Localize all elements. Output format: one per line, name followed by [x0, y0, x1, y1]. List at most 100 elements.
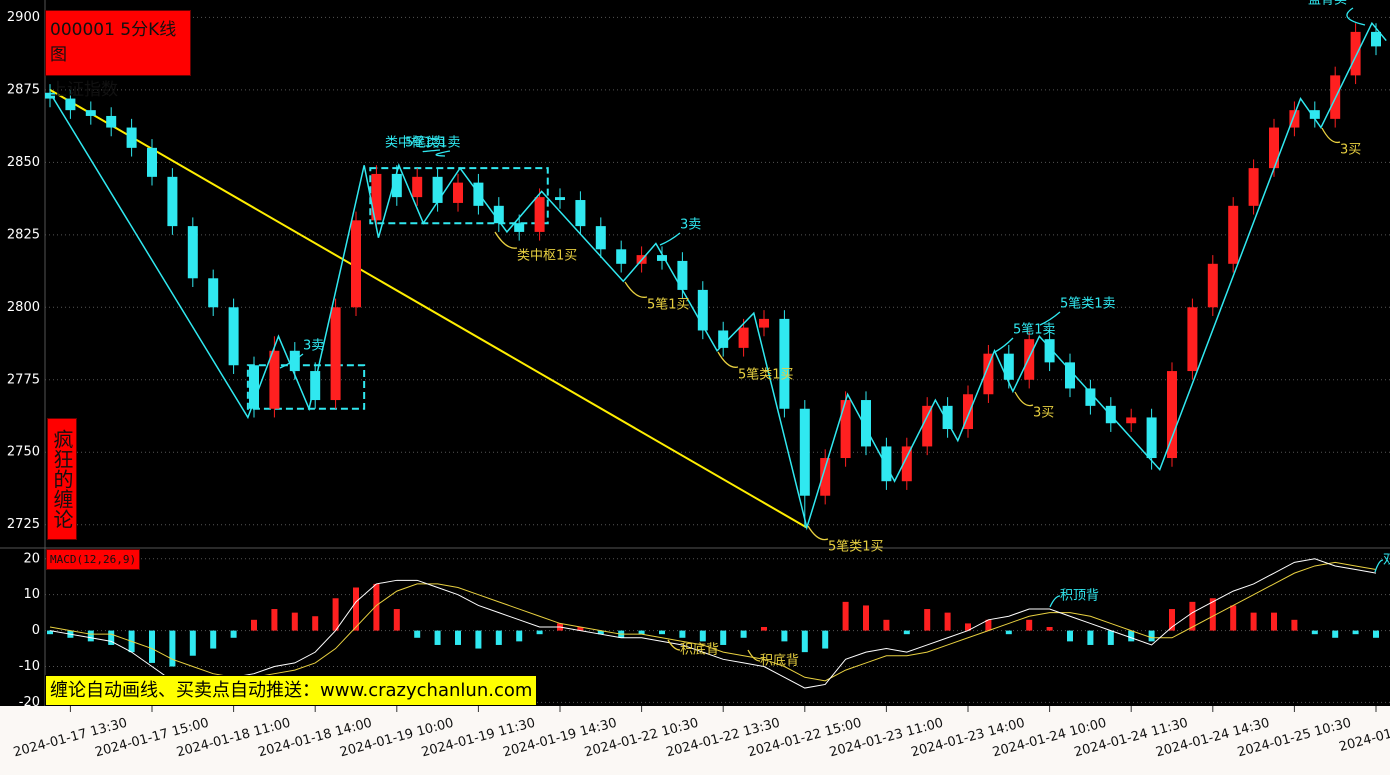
y-tick-label: 2725 — [7, 517, 40, 532]
macd-bar — [965, 623, 971, 631]
candle-body — [1350, 31, 1361, 76]
macd-bar — [740, 630, 747, 638]
y-tick-label: 0 — [32, 623, 40, 638]
candle-body — [657, 255, 667, 261]
candle-body — [840, 400, 851, 459]
candle-body — [187, 226, 198, 279]
macd-bar — [495, 630, 502, 645]
annotation-arrow — [807, 525, 829, 541]
candle-body — [595, 226, 606, 250]
macd-bar — [761, 627, 767, 631]
dea-line — [49, 561, 1377, 682]
macd-bar — [842, 601, 849, 631]
macd-bar — [863, 605, 869, 631]
annotation: 盘背卖 — [1308, 0, 1347, 8]
macd-bar — [516, 630, 523, 642]
annotation-arrow — [1039, 311, 1061, 326]
candle-body — [126, 127, 137, 148]
y-tick-label: -10 — [19, 659, 40, 674]
y-tick-label: 2900 — [7, 10, 40, 25]
candle-body — [45, 92, 55, 99]
candle-body — [269, 350, 280, 409]
macd-bar — [699, 630, 706, 642]
macd-bar — [108, 630, 115, 645]
macd-bar — [210, 630, 217, 649]
macd-bar — [801, 630, 808, 653]
candle-body — [738, 327, 749, 348]
macd-bar — [189, 630, 196, 656]
macd-bar — [414, 630, 421, 638]
annotation: 积底背 — [680, 642, 719, 658]
candle-body — [249, 365, 259, 409]
macd-bar — [1291, 619, 1298, 631]
y-tick-label: 2875 — [7, 82, 40, 97]
candle-body — [1003, 353, 1014, 380]
macd-bar — [271, 609, 278, 631]
macd-bar — [1209, 598, 1216, 631]
candle-body — [1371, 31, 1381, 47]
candle-body — [718, 330, 729, 348]
macd-bar — [475, 630, 482, 649]
y-tick-label: 2850 — [7, 155, 40, 170]
macd-bar — [1352, 630, 1359, 635]
macd-bar — [1250, 612, 1257, 631]
candle-body — [514, 223, 525, 232]
candle-body — [493, 205, 504, 224]
annotation: 5笔1卖 — [1013, 322, 1056, 338]
macd-bar — [47, 630, 53, 635]
candle-body — [1085, 388, 1096, 406]
pivot-box — [369, 167, 549, 225]
candle-body — [208, 278, 219, 308]
candle-body — [85, 110, 96, 116]
candle-body — [453, 182, 463, 203]
candle-body — [1167, 371, 1177, 459]
candle-body — [983, 353, 994, 395]
annotation-arrow — [1346, 7, 1366, 26]
candle-body — [65, 98, 76, 111]
candle-body — [534, 197, 545, 232]
macd-bar — [230, 630, 237, 638]
candle-body — [881, 446, 892, 482]
macd-bar — [1107, 630, 1114, 645]
annotation-arrow — [422, 149, 441, 153]
macd-bar — [455, 630, 461, 645]
candle-body — [555, 197, 565, 201]
candle-body — [779, 318, 790, 409]
annotation: 3卖 — [303, 339, 324, 354]
pivot-box — [246, 364, 366, 410]
macd-bar — [1373, 630, 1379, 638]
candle-body — [1248, 168, 1259, 206]
candle-body — [106, 115, 117, 128]
y-tick-label: 10 — [23, 587, 40, 602]
macd-bar — [1026, 619, 1033, 631]
candle-body — [575, 200, 586, 227]
y-tick-label: 20 — [23, 551, 40, 566]
macd-bar — [87, 630, 94, 642]
macd-bar — [822, 630, 829, 649]
candle-body — [1065, 362, 1075, 389]
candle-body — [147, 147, 157, 177]
candle-body — [759, 318, 769, 328]
annotation-arrow — [747, 649, 761, 662]
macd-bar — [1332, 630, 1339, 638]
macd-bar — [393, 609, 400, 631]
macd-bar — [903, 630, 910, 635]
macd-bar — [1189, 601, 1196, 631]
annotation-arrow — [279, 353, 304, 369]
annotation: 积顶背 — [1060, 589, 1099, 604]
candle-body — [1126, 417, 1137, 424]
macd-bar — [169, 630, 176, 667]
candle-body — [1309, 110, 1320, 119]
trendline — [49, 89, 808, 529]
annotation: 5笔类1买 — [738, 367, 794, 383]
title-box: 000001 5分K线图 上证指数 — [45, 10, 191, 100]
macd-bar — [1067, 630, 1073, 642]
macd-label: MACD(12,26,9) — [46, 549, 141, 570]
annotation-arrow — [624, 281, 648, 298]
candle-body — [391, 173, 402, 198]
macd-bar — [1230, 605, 1237, 631]
annotation: 双 — [1383, 553, 1390, 568]
candle-body — [310, 371, 321, 401]
